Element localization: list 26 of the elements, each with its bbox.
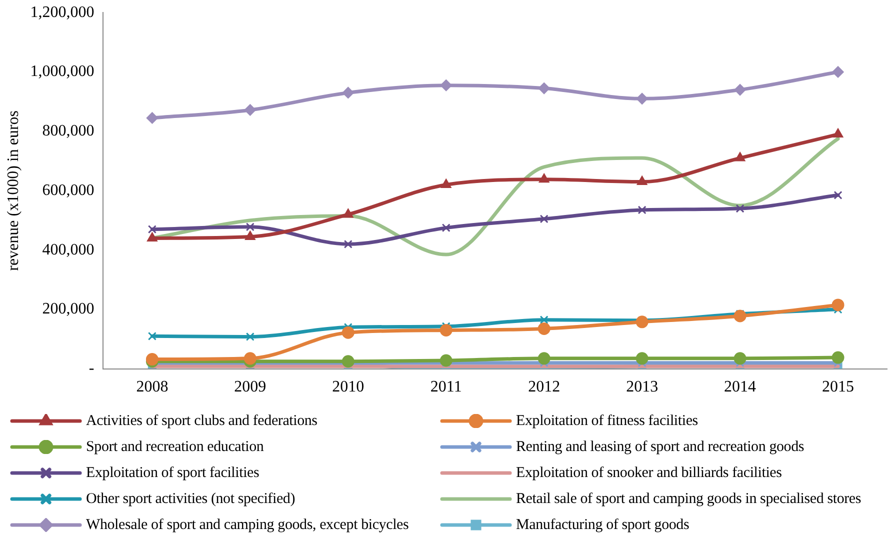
y-tick-label: 800,000 xyxy=(42,122,94,140)
legend-label: Exploitation of snooker and billiards facilities xyxy=(516,464,782,482)
x-tick-label: 2013 xyxy=(626,378,658,396)
y-tick-label: 1,200,000 xyxy=(30,4,94,21)
x-tick-label: 2012 xyxy=(528,378,560,396)
legend-label: Renting and leasing of sport and recreation goods xyxy=(516,438,804,456)
legend-label: Manufacturing of sport goods xyxy=(516,516,690,534)
x-tick-label: 2014 xyxy=(724,378,756,396)
legend-label: Wholesale of sport and camping goods, except bicycles xyxy=(86,516,409,534)
x-tick-label: 2015 xyxy=(822,378,854,396)
legend-label: Exploitation of fitness facilities xyxy=(516,412,698,430)
legend-label: Other sport activities (not specified) xyxy=(86,490,295,508)
legend-label: Retail sale of sport and camping goods in specialised stores xyxy=(516,490,862,508)
y-tick-label: - xyxy=(88,360,94,378)
y-tick-label: 200,000 xyxy=(42,300,94,318)
y-axis-title: revenue (x1000) in euros xyxy=(4,110,22,271)
legend-label: Exploitation of sport facilities xyxy=(86,464,260,482)
y-tick-label: 600,000 xyxy=(42,182,94,199)
y-tick-label: 400,000 xyxy=(42,241,94,258)
y-tick-label: 1,000,000 xyxy=(30,63,94,80)
legend-label: Activities of sport clubs and federations xyxy=(86,412,318,430)
legend-label: Sport and recreation education xyxy=(86,438,264,456)
x-tick-label: 2010 xyxy=(332,378,364,396)
x-tick-label: 2011 xyxy=(430,378,462,396)
x-tick-label: 2008 xyxy=(136,378,168,396)
x-tick-label: 2009 xyxy=(234,378,266,396)
